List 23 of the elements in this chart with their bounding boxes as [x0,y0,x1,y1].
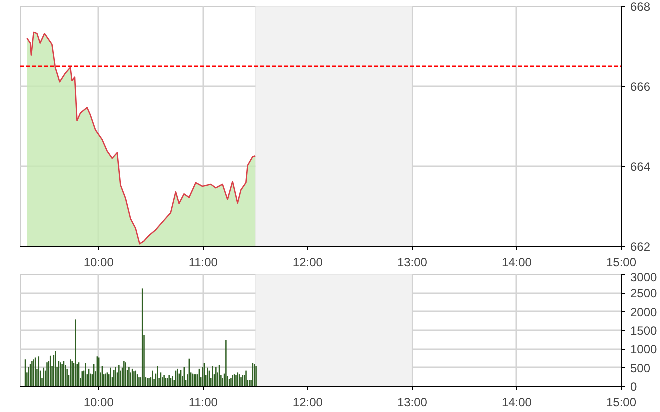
x-tick-label: 13:00 [397,396,428,410]
y-tick-label: 662 [630,240,651,254]
x-tick-label: 15:00 [606,256,637,270]
x-tick-label: 11:00 [188,256,218,270]
x-tick-label: 12:00 [292,256,324,270]
y-tick-label: 666 [630,80,651,94]
x-tick-label: 15:00 [606,396,637,410]
x-tick-label: 11:00 [188,396,218,410]
y-tick-label: 1000 [630,342,658,357]
x-tick-label: 13:00 [397,256,428,270]
x-tick-label: 14:00 [502,256,532,270]
y-tick-label: 3000 [630,270,658,284]
x-tick-label: 10:00 [84,256,114,270]
y-tick-label: 664 [630,160,651,174]
x-tick-label: 12:00 [292,396,324,410]
y-tick-label: 2500 [630,286,658,301]
y-tick-label: 0 [630,380,638,394]
y-tick-label: 500 [630,361,651,376]
y-tick-label: 668 [630,0,651,14]
x-tick-label: 14:00 [502,396,532,410]
x-tick-label: 10:00 [84,396,114,410]
y-tick-label: 1500 [630,324,658,338]
y-tick-label: 2000 [630,305,658,320]
